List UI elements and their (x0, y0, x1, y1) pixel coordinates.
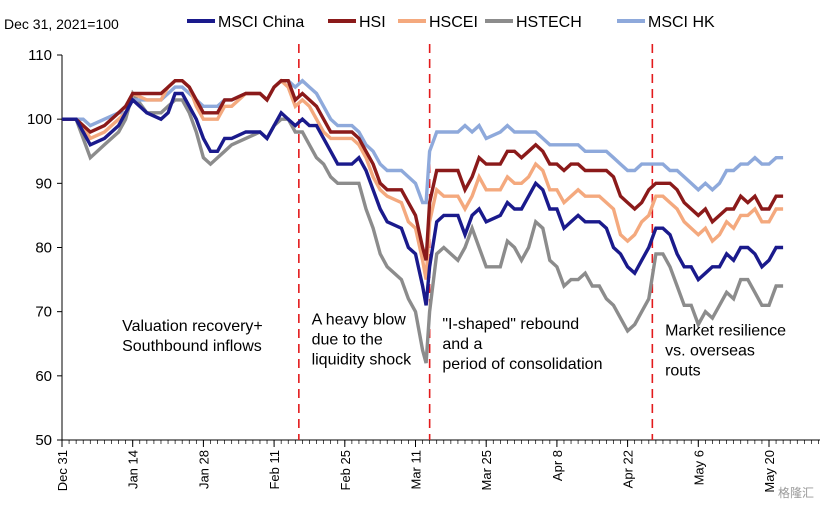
x-tick-label: Mar 25 (479, 450, 494, 490)
annotation-line: liquidity shock (312, 352, 413, 369)
annotation-line: A heavy blow (312, 312, 407, 329)
legend-label: HSI (359, 14, 386, 31)
y-axis-ticks: 50 60 70 80 90 100 110 (27, 47, 62, 449)
annotation-line: routs (665, 362, 701, 379)
annotation-4: Market resilience vs. overseas routs (665, 322, 786, 379)
y-axis-label: Dec 31, 2021=100 (4, 16, 119, 32)
annotation-line: due to the (312, 332, 383, 349)
axes (61, 55, 820, 441)
x-tick-label: Dec 31 (55, 450, 70, 491)
series-line-hstech (62, 89, 784, 364)
period-annotations: Valuation recovery+ Southbound inflows A h… (122, 312, 786, 380)
legend-label: HSTECH (516, 14, 582, 31)
x-tick-label: Jan 28 (196, 450, 211, 489)
annotation-line: Valuation recovery+ (122, 318, 263, 335)
annotation-line: Market resilience (665, 322, 786, 339)
annotation-line: period of consolidation (442, 356, 602, 373)
annotation-line: Southbound inflows (122, 338, 262, 355)
legend-label: MSCI China (218, 14, 304, 31)
x-axis-ticks: Dec 31 Jan 14 Jan 28 Feb 11 Feb 25 Mar 11 Mar … (55, 440, 819, 493)
y-tick-label: 70 (35, 304, 52, 321)
x-tick-label: May 20 (762, 450, 777, 493)
legend-label: MSCI HK (648, 14, 715, 31)
annotation-line: and a (442, 336, 482, 353)
annotation-line: vs. overseas (665, 342, 755, 359)
legend-label: HSCEI (429, 14, 478, 31)
annotation-3: "I-shaped" rebound and a period of consoli… (442, 316, 602, 373)
x-tick-label: Apr 22 (621, 450, 636, 488)
y-tick-label: 100 (27, 111, 52, 128)
series-lines (62, 78, 784, 364)
x-tick-label: Jan 14 (126, 450, 141, 489)
annotation-1: Valuation recovery+ Southbound inflows (122, 318, 263, 355)
series-line-hscei (62, 78, 784, 280)
x-tick-label: Apr 8 (550, 450, 565, 481)
y-tick-label: 50 (35, 432, 52, 449)
y-tick-label: 110 (28, 47, 52, 64)
x-tick-label: Feb 11 (267, 450, 282, 490)
series-line-msci-hk (62, 78, 784, 205)
legend: MSCI China HSI HSCEI HSTECH MSCI HK (187, 14, 715, 31)
watermark-text: 格隆汇 (778, 485, 814, 500)
x-tick-label: Mar 11 (409, 450, 424, 490)
y-tick-label: 60 (35, 368, 52, 385)
y-tick-label: 90 (35, 175, 52, 192)
annotation-line: "I-shaped" rebound (442, 316, 579, 333)
series-line-hsi (62, 79, 784, 261)
x-tick-label: May 6 (691, 450, 706, 485)
y-tick-label: 80 (35, 240, 52, 257)
annotation-2: A heavy blow due to the liquidity shock (312, 312, 413, 369)
series-line-msci-china (62, 91, 784, 306)
x-tick-label: Feb 25 (338, 450, 353, 490)
